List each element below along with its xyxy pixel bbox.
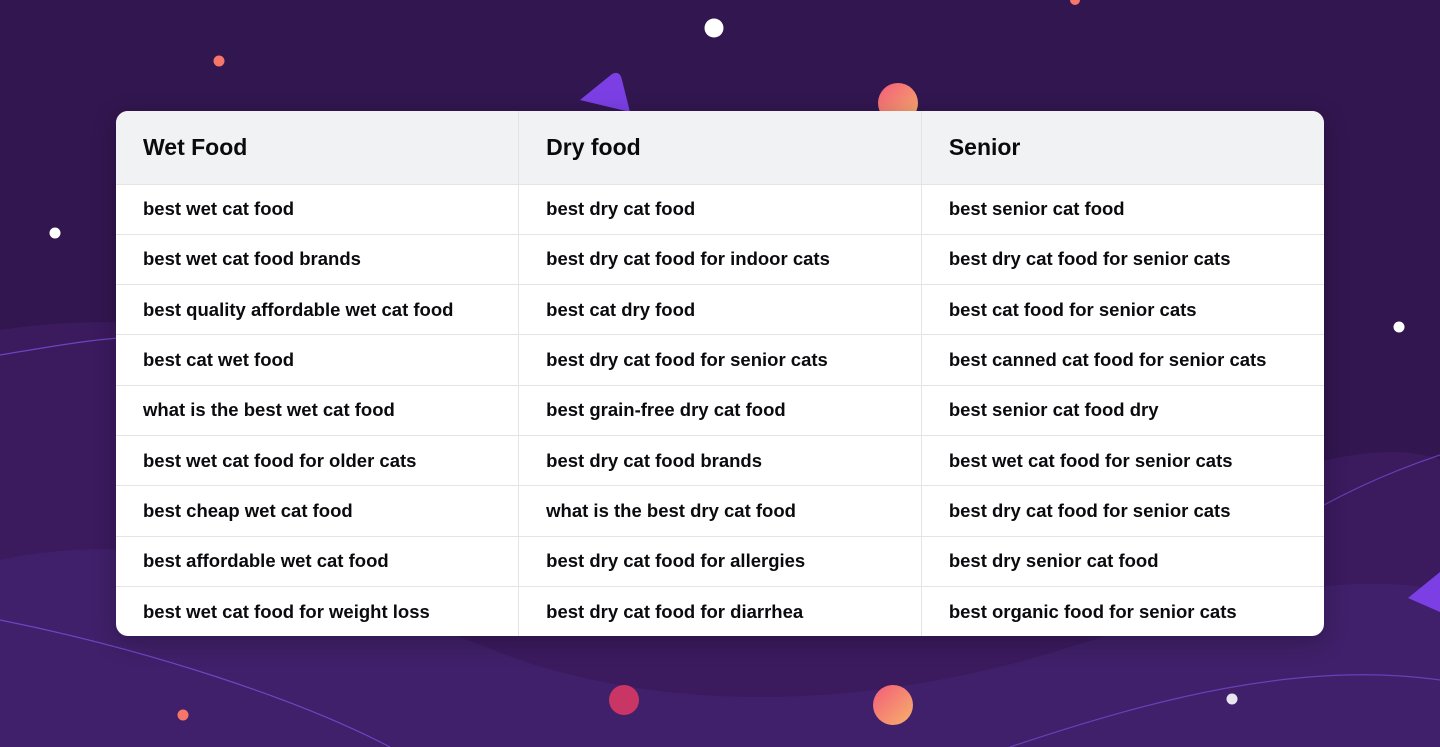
table-row: best wet cat food for older cats best dr… bbox=[116, 435, 1324, 487]
table-cell: best wet cat food brands bbox=[116, 234, 520, 286]
orange-dot bbox=[177, 709, 189, 721]
white-dot bbox=[49, 227, 61, 239]
background-wave bbox=[0, 549, 1440, 747]
table-cell: best wet cat food for senior cats bbox=[921, 435, 1324, 487]
table-cell: best senior cat food dry bbox=[921, 385, 1324, 436]
table-cell: best cat food for senior cats bbox=[921, 284, 1324, 336]
gradient-orb bbox=[873, 685, 913, 725]
orange-dot bbox=[213, 55, 225, 67]
table-row: best wet cat food best dry cat food best… bbox=[116, 184, 1324, 235]
curve-line bbox=[1323, 454, 1440, 506]
table-cell: best dry cat food bbox=[518, 184, 922, 235]
table-cell: best organic food for senior cats bbox=[948, 600, 1237, 622]
table-row: best wet cat food brands best dry cat fo… bbox=[116, 234, 1324, 286]
table-cell: what is the best wet cat food bbox=[116, 385, 520, 436]
table-row: best wet cat food for weight loss best d… bbox=[116, 586, 1324, 636]
table-cell: best dry cat food brands bbox=[518, 435, 922, 487]
table-row: best affordable wet cat food best dry ca… bbox=[116, 536, 1324, 587]
table-cell: best cat dry food bbox=[518, 284, 922, 336]
table-cell: best grain-free dry cat food bbox=[518, 385, 922, 436]
table-header-row: Wet Food Dry food Senior bbox=[116, 111, 1324, 185]
triangle-shape bbox=[580, 72, 630, 112]
table-cell: best cheap wet cat food bbox=[116, 485, 520, 537]
table-cell: best wet cat food bbox=[116, 184, 520, 235]
table-cell: what is the best dry cat food bbox=[518, 485, 922, 537]
table-cell: best senior cat food bbox=[921, 184, 1324, 235]
orange-dot bbox=[1070, 0, 1080, 5]
table-cell: best affordable wet cat food bbox=[116, 536, 520, 587]
table-cell: best quality affordable wet cat food bbox=[116, 284, 520, 336]
curve-line bbox=[1009, 674, 1440, 747]
table-cell: best canned cat food for senior cats bbox=[921, 334, 1324, 386]
white-dot bbox=[1226, 693, 1238, 705]
keyword-table: Wet Food Dry food Senior best wet cat fo… bbox=[116, 111, 1324, 636]
white-dot bbox=[1393, 321, 1405, 333]
keyword-table-card: Wet Food Dry food Senior best wet cat fo… bbox=[116, 111, 1324, 636]
table-cell: best wet cat food for weight loss bbox=[116, 586, 520, 636]
table-cell: best dry cat food for diarrhea bbox=[518, 586, 922, 636]
table-cell: best dry senior cat food bbox=[921, 536, 1324, 587]
table-row: what is the best wet cat food best grain… bbox=[116, 385, 1324, 436]
table-cell: best cat wet food bbox=[116, 334, 520, 386]
column-header-dry-food: Dry food bbox=[518, 111, 922, 185]
curve-line bbox=[0, 619, 391, 747]
table-cell: best dry cat food for senior cats bbox=[921, 485, 1324, 537]
triangle-shape bbox=[1408, 572, 1440, 612]
table-row: best quality affordable wet cat food bes… bbox=[116, 284, 1324, 336]
pink-orb bbox=[609, 685, 639, 715]
table-cell: best dry cat food for senior cats bbox=[921, 234, 1324, 286]
column-header-senior: Senior bbox=[921, 111, 1324, 185]
table-cell: best wet cat food for older cats bbox=[116, 435, 520, 487]
table-cell: best dry cat food for indoor cats bbox=[518, 234, 922, 286]
column-header-wet-food: Wet Food bbox=[116, 111, 520, 185]
table-cell: best dry cat food for allergies bbox=[518, 536, 922, 587]
table-row: best cat wet food best dry cat food for … bbox=[116, 334, 1324, 386]
white-dot bbox=[704, 18, 724, 38]
curve-line bbox=[0, 337, 121, 356]
table-cell: best dry cat food for senior cats bbox=[518, 334, 922, 386]
table-row: best cheap wet cat food what is the best… bbox=[116, 485, 1324, 537]
